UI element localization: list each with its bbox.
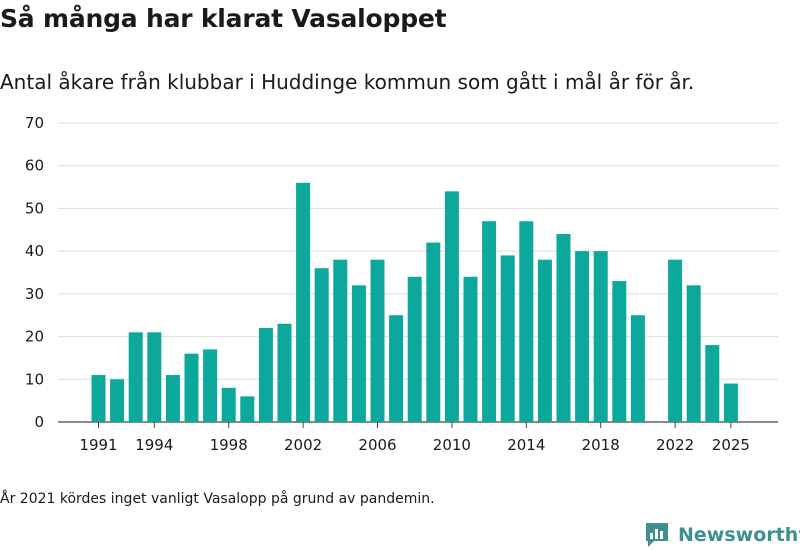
bar-2014[interactable] (519, 221, 534, 422)
bar-2007[interactable] (389, 315, 404, 422)
y-tick-label: 0 (34, 413, 44, 431)
bar-2015[interactable] (537, 259, 552, 422)
bar-2010[interactable] (444, 191, 459, 422)
x-tick-label: 2018 (582, 436, 620, 454)
bar-2019[interactable] (612, 281, 627, 422)
bar-2011[interactable] (463, 276, 478, 422)
y-axis-ticks: 0 10 20 30 40 50 60 70 (25, 114, 44, 431)
bar-2018[interactable] (593, 251, 608, 422)
bar-2017[interactable] (575, 251, 590, 422)
bar-2012[interactable] (482, 221, 497, 422)
bar-2005[interactable] (351, 285, 366, 422)
bar-1998[interactable] (221, 387, 236, 422)
bar-2025[interactable] (723, 383, 738, 422)
x-tick-label: 2002 (284, 436, 322, 454)
bar-2001[interactable] (277, 323, 292, 422)
x-tick-label: 1991 (79, 436, 117, 454)
x-tick-label: 1994 (135, 436, 173, 454)
bar-2013[interactable] (500, 255, 515, 422)
bar-2006[interactable] (370, 259, 385, 422)
y-tick-label: 40 (25, 242, 44, 260)
bar-1997[interactable] (203, 349, 218, 422)
chart-title: Så många har klarat Vasaloppet (0, 4, 447, 33)
bar-2020[interactable] (630, 315, 645, 422)
bar-1991[interactable] (91, 375, 106, 422)
bar-2008[interactable] (407, 276, 422, 422)
newsworthy-icon (646, 523, 668, 547)
y-tick-label: 60 (25, 157, 44, 175)
bar-2016[interactable] (556, 234, 571, 422)
y-tick-label: 10 (25, 370, 44, 388)
y-tick-label: 70 (25, 114, 44, 132)
y-tick-label: 50 (25, 199, 44, 217)
bar-1992[interactable] (110, 379, 125, 422)
y-tick-label: 20 (25, 328, 44, 346)
chart-subtitle: Antal åkare från klubbar i Huddinge komm… (0, 70, 695, 94)
bar-1999[interactable] (240, 396, 255, 422)
bar-2003[interactable] (314, 268, 329, 422)
x-tick-label: 2014 (507, 436, 545, 454)
bar-1994[interactable] (147, 332, 162, 422)
bars (91, 182, 738, 422)
x-axis-ticks: 1991 1994 1998 2002 2006 2010 2014 2018 2022 2025 (79, 422, 750, 454)
bar-2024[interactable] (705, 345, 720, 422)
x-tick-label: 2022 (656, 436, 694, 454)
bar-1993[interactable] (128, 332, 143, 422)
brand-logo[interactable]: Newsworthy (644, 520, 800, 550)
bar-1995[interactable] (165, 375, 180, 422)
brand-name: Newsworthy (678, 524, 800, 546)
bar-2004[interactable] (333, 259, 348, 422)
x-tick-label: 2006 (358, 436, 396, 454)
x-tick-label: 1998 (210, 436, 248, 454)
y-tick-label: 30 (25, 285, 44, 303)
bar-2000[interactable] (258, 328, 273, 422)
x-tick-label: 2025 (712, 436, 750, 454)
bar-2023[interactable] (686, 285, 701, 422)
bar-1996[interactable] (184, 353, 199, 422)
bar-2002[interactable] (296, 182, 311, 422)
bar-chart: 0 10 20 30 40 50 60 70 1991 1994 1998 2002 2006 2010… (25, 114, 778, 454)
footnote: År 2021 kördes inget vanligt Vasalopp på… (0, 491, 435, 507)
x-tick-label: 2010 (433, 436, 471, 454)
bar-2022[interactable] (668, 259, 683, 422)
bar-2009[interactable] (426, 242, 441, 422)
